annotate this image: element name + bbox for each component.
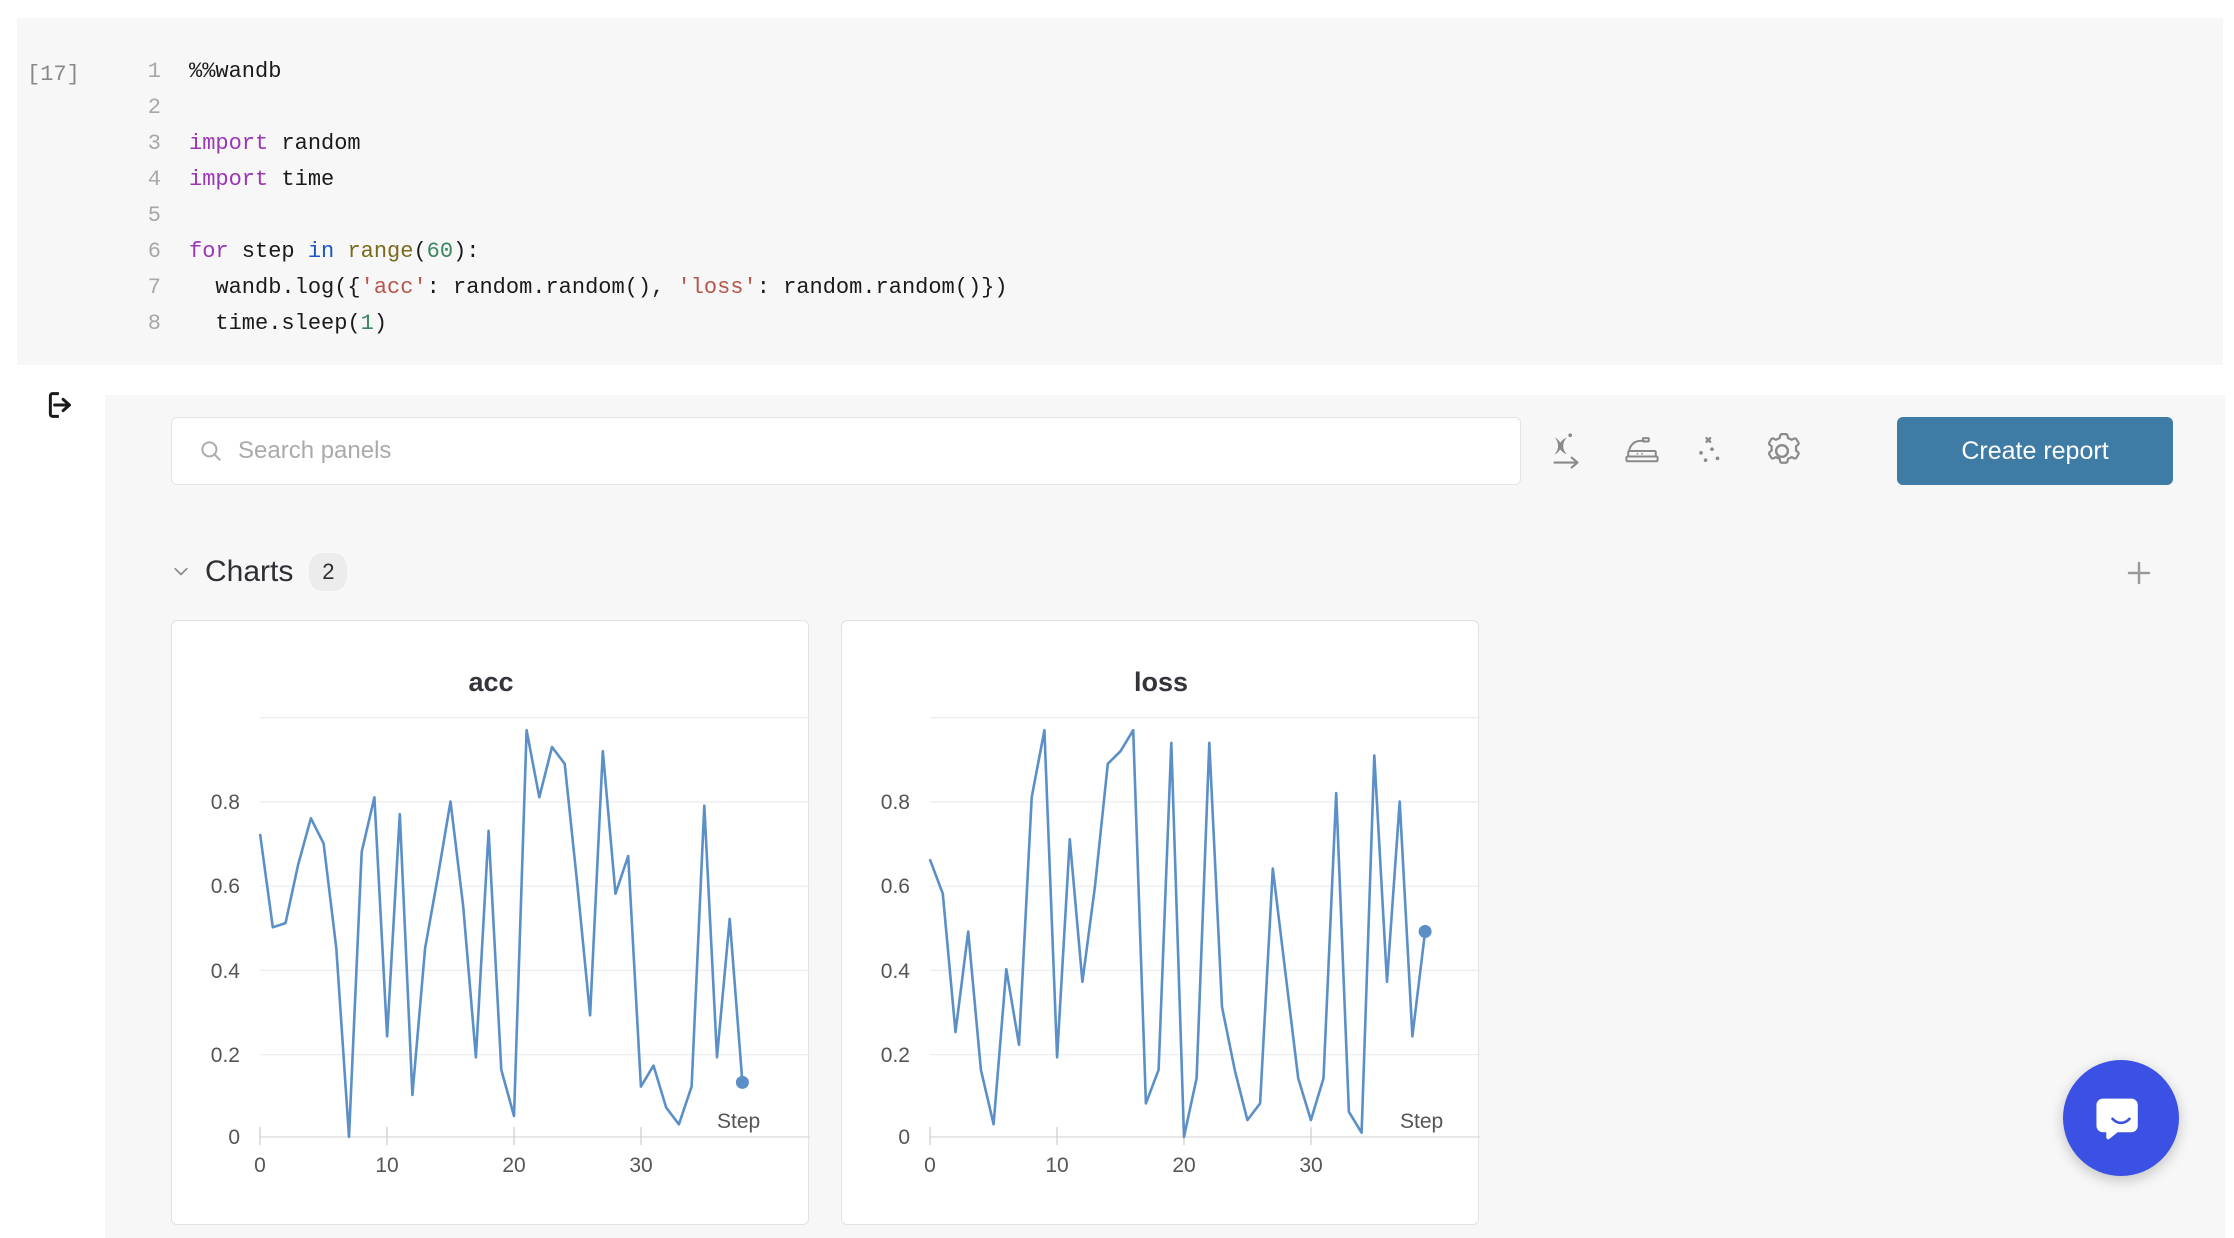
svg-text:acc: acc [468,667,513,697]
svg-text:0.6: 0.6 [211,875,240,898]
svg-text:Step: Step [1400,1110,1443,1133]
svg-text:20: 20 [502,1154,525,1177]
svg-text:0.8: 0.8 [881,791,910,814]
svg-text:loss: loss [1134,667,1188,697]
svg-text:20: 20 [1172,1154,1195,1177]
svg-text:0.6: 0.6 [881,875,910,898]
svg-text:10: 10 [1045,1154,1068,1177]
svg-text:0: 0 [228,1126,240,1149]
svg-text:0.8: 0.8 [211,791,240,814]
svg-text:0.4: 0.4 [211,960,241,983]
svg-text:30: 30 [629,1154,652,1177]
svg-text:0: 0 [254,1154,266,1177]
svg-text:30: 30 [1299,1154,1322,1177]
svg-text:0: 0 [898,1126,910,1149]
svg-text:10: 10 [375,1154,398,1177]
svg-text:0: 0 [924,1154,936,1177]
svg-text:Step: Step [717,1110,760,1133]
svg-text:0.2: 0.2 [211,1044,240,1067]
svg-text:0.2: 0.2 [881,1044,910,1067]
svg-text:0.4: 0.4 [881,960,911,983]
